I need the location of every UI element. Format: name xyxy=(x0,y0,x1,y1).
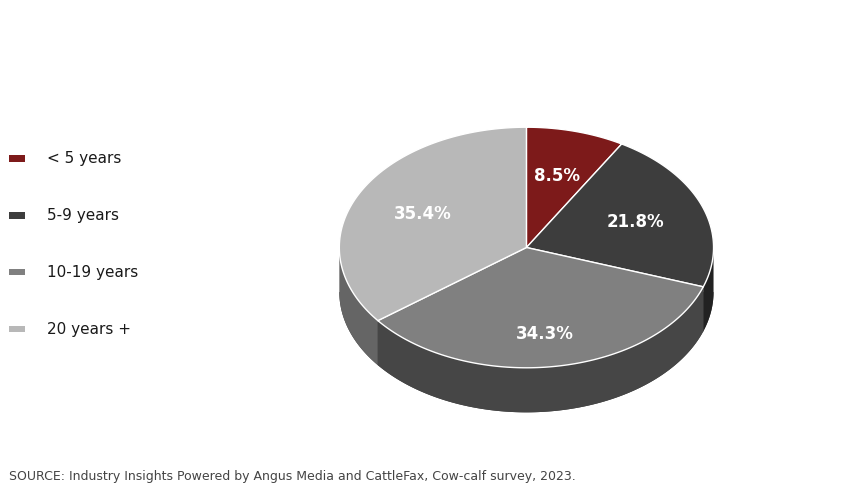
Text: SOURCE: Industry Insights Powered by Angus Media and CattleFax, Cow-calf survey,: SOURCE: Industry Insights Powered by Ang… xyxy=(9,470,576,483)
Text: 35.4%: 35.4% xyxy=(394,205,451,223)
Polygon shape xyxy=(703,248,714,331)
Polygon shape xyxy=(526,127,621,248)
Text: 34.3%: 34.3% xyxy=(516,326,574,344)
Polygon shape xyxy=(339,248,378,365)
Text: < 5 years: < 5 years xyxy=(47,151,122,166)
Text: 10-19 years: 10-19 years xyxy=(47,265,139,280)
Text: 5-9 years: 5-9 years xyxy=(47,208,119,223)
Text: 21.8%: 21.8% xyxy=(607,213,665,231)
Polygon shape xyxy=(526,144,714,287)
Polygon shape xyxy=(378,248,526,365)
Polygon shape xyxy=(526,248,703,331)
Polygon shape xyxy=(339,292,714,412)
Text: 20 years +: 20 years + xyxy=(47,322,131,337)
Polygon shape xyxy=(339,127,526,321)
Polygon shape xyxy=(378,248,703,368)
Polygon shape xyxy=(526,248,703,331)
Polygon shape xyxy=(378,248,526,365)
Polygon shape xyxy=(378,287,703,412)
Text: 8.5%: 8.5% xyxy=(534,166,580,185)
